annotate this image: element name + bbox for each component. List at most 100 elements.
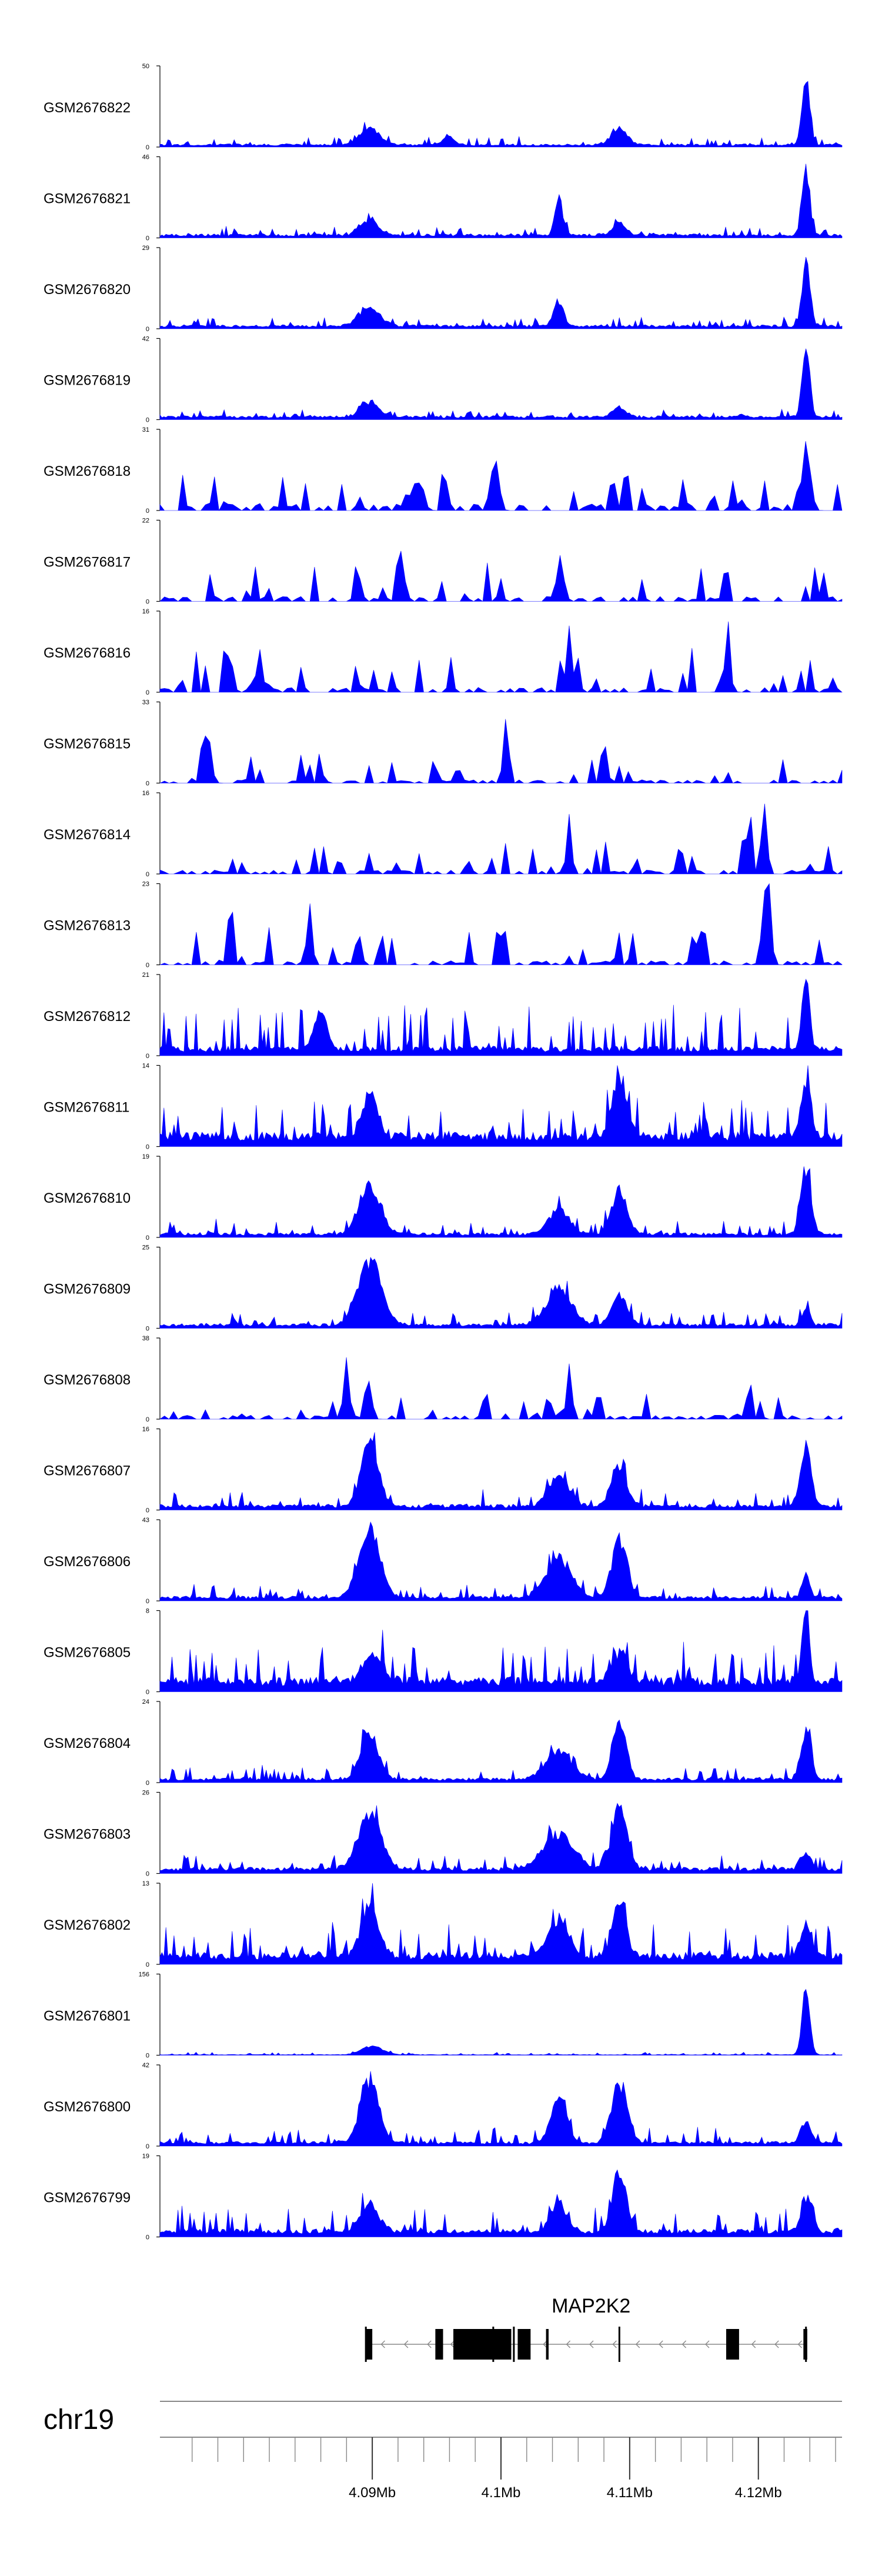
track-GSM2676822: GSM2676822 50 0 bbox=[44, 63, 843, 151]
strand-arrow bbox=[659, 2340, 663, 2348]
track-ymin-label: 0 bbox=[146, 1416, 149, 1423]
tick-label: 4.1Mb bbox=[482, 2485, 521, 2501]
track-label: GSM2676806 bbox=[44, 1554, 131, 1570]
track-GSM2676821: GSM2676821 46 0 bbox=[44, 154, 843, 242]
gene-exon bbox=[435, 2329, 443, 2360]
track-ymin-label: 0 bbox=[146, 689, 149, 696]
coverage-area bbox=[159, 2071, 843, 2147]
track-ymax-label: 13 bbox=[142, 1880, 149, 1887]
coverage-area bbox=[159, 1166, 843, 1238]
track-ymax-label: 50 bbox=[142, 63, 149, 70]
track-GSM2676818: GSM2676818 31 0 bbox=[44, 426, 843, 515]
track-GSM2676808: GSM2676808 38 0 bbox=[44, 1335, 843, 1423]
gene-track: MAP2K2 bbox=[365, 2295, 807, 2362]
coverage-area bbox=[159, 1357, 843, 1420]
track-ymax-label: 156 bbox=[139, 1971, 149, 1978]
coverage-area bbox=[159, 163, 843, 238]
track-label: GSM2676819 bbox=[44, 373, 131, 389]
track-ymax-label: 31 bbox=[142, 426, 149, 433]
track-label: GSM2676816 bbox=[44, 645, 131, 661]
track-GSM2676806: GSM2676806 43 0 bbox=[44, 1517, 843, 1605]
track-GSM2676805: GSM2676805 8 0 bbox=[44, 1608, 843, 1696]
track-label: GSM2676800 bbox=[44, 2099, 131, 2115]
track-label: GSM2676802 bbox=[44, 1917, 131, 1933]
coverage-area bbox=[159, 1883, 843, 1965]
track-ymax-label: 21 bbox=[142, 972, 149, 979]
track-ymax-label: 42 bbox=[142, 336, 149, 343]
track-ymax-label: 46 bbox=[142, 154, 149, 161]
strand-arrow bbox=[751, 2340, 756, 2348]
track-ymax-label: 29 bbox=[142, 245, 149, 252]
track-GSM2676800: GSM2676800 42 0 bbox=[44, 2062, 843, 2150]
coverage-area bbox=[159, 979, 843, 1056]
track-label: GSM2676814 bbox=[44, 827, 131, 843]
strand-arrow bbox=[612, 2340, 617, 2348]
track-GSM2676814: GSM2676814 16 0 bbox=[44, 790, 843, 878]
track-ymax-label: 25 bbox=[142, 1244, 149, 1252]
gene-exon bbox=[546, 2329, 549, 2360]
track-ymin-label: 0 bbox=[146, 1234, 149, 1242]
track-label: GSM2676808 bbox=[44, 1372, 131, 1388]
coverage-area bbox=[159, 2169, 843, 2237]
track-label: GSM2676811 bbox=[44, 1100, 129, 1116]
strand-arrow bbox=[681, 2340, 687, 2348]
track-GSM2676820: GSM2676820 29 0 bbox=[44, 245, 843, 333]
track-GSM2676803: GSM2676803 26 0 bbox=[44, 1790, 843, 1878]
tick-label: 4.11Mb bbox=[607, 2485, 653, 2501]
coverage-area bbox=[159, 621, 843, 693]
track-ymin-label: 0 bbox=[146, 2053, 149, 2060]
coverage-area bbox=[159, 803, 843, 875]
track-ymin-label: 0 bbox=[146, 1780, 149, 1787]
track-GSM2676809: GSM2676809 25 0 bbox=[44, 1244, 843, 1333]
coverage-area bbox=[159, 1257, 843, 1329]
track-ymin-label: 0 bbox=[146, 1689, 149, 1696]
coverage-area bbox=[159, 81, 843, 148]
track-label: GSM2676813 bbox=[44, 918, 131, 934]
track-ymax-label: 26 bbox=[142, 1790, 149, 1797]
track-label: GSM2676820 bbox=[44, 282, 131, 298]
track-ymax-label: 33 bbox=[142, 699, 149, 706]
track-GSM2676807: GSM2676807 16 0 bbox=[44, 1426, 843, 1514]
coverage-area bbox=[159, 1988, 843, 2056]
strand-arrow bbox=[427, 2340, 432, 2348]
coverage-area bbox=[159, 1803, 843, 1874]
gene-exon bbox=[517, 2329, 531, 2360]
track-ymin-label: 0 bbox=[146, 780, 149, 788]
track-label: GSM2676805 bbox=[44, 1645, 131, 1661]
strand-arrow bbox=[380, 2340, 385, 2348]
track-GSM2676799: GSM2676799 19 0 bbox=[44, 2153, 843, 2241]
strand-arrow bbox=[403, 2340, 409, 2348]
track-ymax-label: 16 bbox=[142, 790, 149, 797]
coverage-area bbox=[159, 883, 843, 966]
strand-arrow bbox=[774, 2340, 779, 2348]
coverage-tracks: GSM2676822500GSM2676821460GSM2676820290G… bbox=[44, 63, 843, 2241]
track-ymin-label: 0 bbox=[146, 508, 149, 515]
track-ymin-label: 0 bbox=[146, 235, 149, 242]
track-GSM2676817: GSM2676817 22 0 bbox=[44, 518, 843, 606]
gene-name-label: MAP2K2 bbox=[552, 2295, 630, 2317]
track-GSM2676815: GSM2676815 33 0 bbox=[44, 699, 843, 788]
gene-exon bbox=[453, 2329, 512, 2360]
genome-axis: chr19 4.09Mb 4.1Mb 4.11Mb 4.12Mb bbox=[44, 2401, 842, 2501]
strand-arrow bbox=[797, 2340, 803, 2348]
track-label: GSM2676801 bbox=[44, 2008, 131, 2024]
track-label: GSM2676821 bbox=[44, 191, 131, 207]
track-ymax-label: 23 bbox=[142, 881, 149, 888]
strand-arrow bbox=[705, 2340, 710, 2348]
tick-label: 4.09Mb bbox=[349, 2485, 396, 2501]
track-GSM2676802: GSM2676802 13 0 bbox=[44, 1880, 843, 1968]
coverage-area bbox=[159, 1065, 843, 1147]
track-label: GSM2676817 bbox=[44, 555, 131, 570]
track-GSM2676812: GSM2676812 21 0 bbox=[44, 972, 843, 1060]
coverage-area bbox=[159, 1719, 843, 1783]
track-ymin-label: 0 bbox=[146, 326, 149, 333]
track-ymin-label: 0 bbox=[146, 1326, 149, 1333]
track-label: GSM2676809 bbox=[44, 1282, 131, 1297]
gene-exon bbox=[726, 2329, 739, 2360]
track-label: GSM2676804 bbox=[44, 1736, 131, 1751]
coverage-area bbox=[159, 719, 843, 784]
track-ymin-label: 0 bbox=[146, 417, 149, 424]
track-ymax-label: 19 bbox=[142, 2153, 149, 2160]
coverage-area bbox=[159, 441, 843, 512]
